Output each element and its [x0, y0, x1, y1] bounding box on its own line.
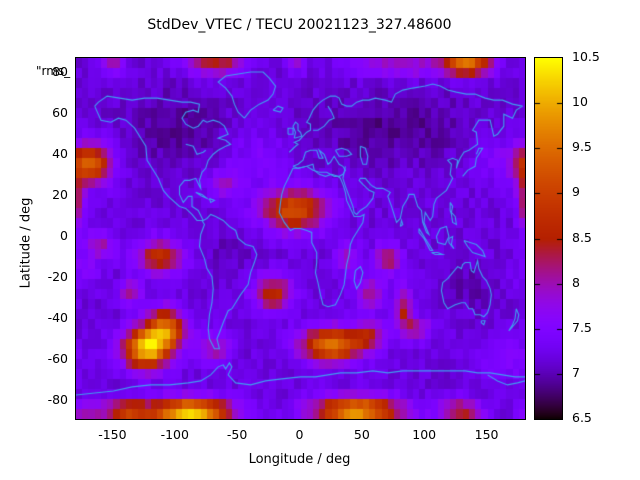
y-tick-label: -20: [47, 269, 68, 284]
y-tick-label: 80: [52, 64, 68, 79]
x-tick-label: 0: [295, 427, 304, 442]
x-tick-label: 50: [353, 427, 370, 442]
x-tick-label: 150: [474, 427, 499, 442]
colorbar-tick-label: 9.5: [572, 139, 592, 155]
colorbar-tick-label: 8.5: [572, 229, 592, 245]
plot-area: [75, 57, 526, 420]
y-tick-label: 0: [60, 228, 68, 243]
colorbar-tick-label: 7: [572, 364, 580, 380]
x-tick-label: 100: [412, 427, 437, 442]
colorbar-tick-label: 10: [572, 94, 588, 110]
x-tick-label: -100: [160, 427, 189, 442]
y-tick-label: 20: [52, 187, 68, 202]
y-tick-label: 40: [52, 146, 68, 161]
colorbar-tick-label: 9: [572, 184, 580, 200]
chart-title: StdDev_VTEC / TECU 20021123_327.48600: [147, 17, 452, 33]
overlay-label: "rms_: [36, 64, 71, 78]
colorbar-tick-label: 7.5: [572, 319, 592, 335]
colorbar-tick-label: 6.5: [572, 410, 592, 425]
x-axis-label: Longitude / deg: [248, 452, 351, 467]
colorbar: [534, 57, 563, 420]
y-tick-label: 60: [52, 105, 68, 120]
colorbar-canvas: [535, 58, 562, 419]
x-tick-label: -50: [226, 427, 248, 442]
y-tick-label: -80: [47, 392, 68, 407]
heatmap-canvas: [76, 58, 525, 419]
y-tick-label: -60: [47, 351, 68, 366]
colorbar-tick-label: 8: [572, 274, 580, 290]
y-tick-label: -40: [47, 310, 68, 325]
colorbar-tick-label: 10.5: [572, 49, 600, 64]
x-tick-label: -150: [98, 427, 127, 442]
